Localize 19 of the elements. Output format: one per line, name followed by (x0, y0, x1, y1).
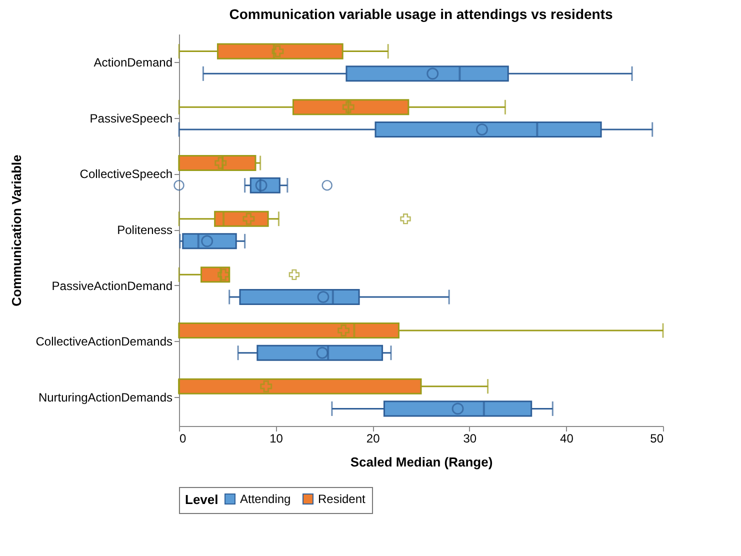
y-tick-label: NurturingActionDemands (38, 390, 172, 405)
y-tick-label: CollectiveActionDemands (36, 334, 172, 349)
legend-label: Attending (240, 492, 291, 506)
x-axis-title: Scaled Median (Range) (350, 454, 493, 470)
x-tick-label: 30 (463, 432, 477, 446)
legend-title: Level (185, 492, 218, 507)
y-tick-label: ActionDemand (94, 55, 172, 70)
x-tick-label: 20 (366, 432, 380, 446)
legend-label: Resident (318, 492, 366, 506)
x-tick-label: 10 (270, 432, 284, 446)
y-tick-label: CollectiveSpeech (80, 167, 172, 182)
y-tick-label: PassiveSpeech (90, 111, 172, 126)
x-tick-label: 50 (650, 432, 664, 446)
y-axis-title: Communication Variable (8, 154, 24, 306)
y-tick-label: PassiveActionDemand (52, 278, 172, 293)
chart-title: Communication variable usage in attendings vs residents (229, 6, 613, 22)
x-tick-label: 0 (180, 432, 186, 446)
x-tick-label: 40 (560, 432, 574, 446)
y-tick-label: Politeness (117, 223, 172, 237)
